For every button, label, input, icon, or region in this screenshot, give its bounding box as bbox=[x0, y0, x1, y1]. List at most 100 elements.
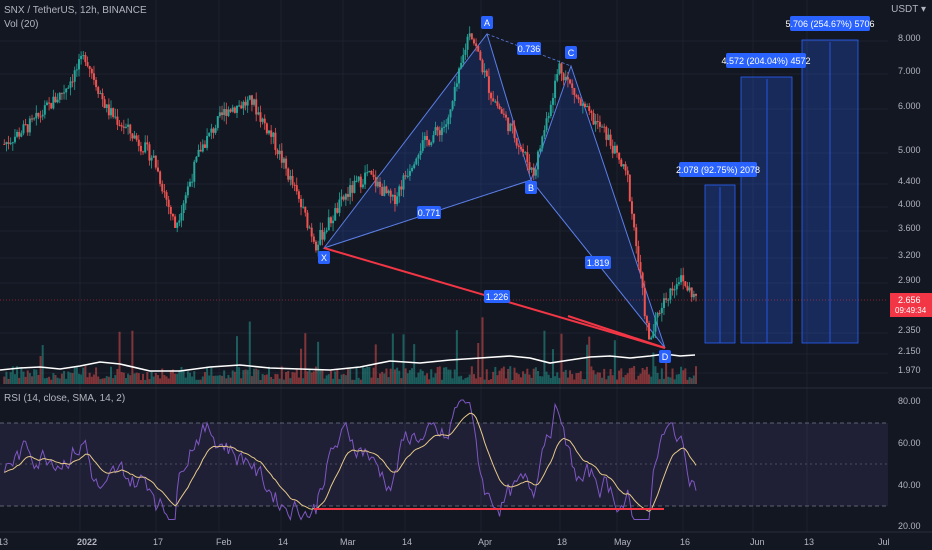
candle-body bbox=[114, 116, 117, 118]
rsi-legend[interactable]: RSI (14, close, SMA, 14, 2) bbox=[4, 393, 126, 404]
candle-body bbox=[327, 217, 330, 231]
volume-bar bbox=[648, 374, 651, 384]
volume-bar bbox=[43, 378, 46, 384]
volume-bar bbox=[67, 371, 70, 384]
candle-body bbox=[332, 220, 335, 224]
candle-body bbox=[374, 176, 377, 187]
volume-bar bbox=[77, 373, 80, 384]
volume-bar bbox=[300, 348, 303, 384]
candle-body bbox=[387, 190, 390, 194]
time-axis[interactable]: 13 2022 17 Feb 14 Mar 14 Apr 18 May 16 J… bbox=[0, 537, 890, 547]
candle-body bbox=[428, 140, 431, 146]
svg-text:Apr: Apr bbox=[478, 537, 492, 547]
candle-body bbox=[443, 126, 446, 128]
candle-body bbox=[406, 175, 409, 177]
candle-body bbox=[152, 155, 155, 158]
volume-bar bbox=[468, 374, 471, 384]
volume-bar bbox=[118, 331, 121, 384]
volume-bar bbox=[233, 371, 236, 384]
volume-bar bbox=[376, 377, 379, 384]
volume-bar bbox=[191, 376, 194, 384]
volume-bar bbox=[169, 370, 172, 384]
svg-text:13: 13 bbox=[804, 537, 814, 547]
volume-bar bbox=[291, 372, 294, 384]
candle-body bbox=[633, 213, 636, 228]
symbol-legend[interactable]: SNX / TetherUS, 12h, BINANCE bbox=[4, 5, 147, 16]
candle-body bbox=[302, 206, 305, 208]
candle-body bbox=[310, 227, 313, 237]
harmonic-pattern[interactable] bbox=[322, 32, 666, 349]
volume-bar bbox=[84, 366, 87, 384]
volume-bar bbox=[677, 374, 680, 384]
volume-bar bbox=[479, 377, 482, 384]
volume-bar bbox=[329, 370, 332, 384]
price-tick: 7.000 bbox=[898, 66, 921, 76]
volume-bar bbox=[39, 356, 42, 384]
price-tick: 3.600 bbox=[898, 223, 921, 233]
volume-bar bbox=[135, 372, 138, 384]
volume-bar bbox=[310, 372, 313, 384]
volume-bar bbox=[223, 370, 226, 384]
volume-bar bbox=[60, 373, 63, 384]
volume-bar bbox=[690, 378, 693, 384]
candle-body bbox=[400, 186, 403, 190]
svg-text:Feb: Feb bbox=[216, 537, 232, 547]
volume-bar bbox=[528, 374, 531, 384]
volume-bar bbox=[400, 378, 403, 384]
volume-bar bbox=[139, 379, 142, 384]
volume-bar bbox=[244, 369, 247, 384]
candle-body bbox=[509, 123, 512, 132]
volume-bar bbox=[280, 366, 283, 384]
volume-bar bbox=[63, 371, 66, 384]
candle-body bbox=[492, 98, 495, 102]
volume-bar bbox=[340, 374, 343, 384]
candle-body bbox=[3, 143, 6, 145]
candle-body bbox=[186, 186, 189, 196]
svg-text:40.00: 40.00 bbox=[898, 480, 921, 490]
volume-bar bbox=[477, 342, 480, 384]
volume-bar bbox=[92, 374, 95, 384]
volume-bar bbox=[75, 367, 78, 384]
candle-body bbox=[372, 174, 375, 177]
volume-bar bbox=[547, 374, 550, 384]
candle-body bbox=[139, 145, 142, 152]
volume-bar bbox=[522, 371, 525, 384]
candle-body bbox=[95, 79, 98, 88]
candle-body bbox=[616, 145, 619, 153]
candle-body bbox=[573, 88, 576, 96]
candle-body bbox=[120, 125, 123, 127]
price-tick: 6.000 bbox=[898, 101, 921, 111]
candle-body bbox=[490, 92, 493, 99]
volume-bar bbox=[558, 377, 561, 384]
volume-bar bbox=[658, 379, 661, 384]
volume-legend[interactable]: Vol (20) bbox=[4, 19, 39, 30]
candle-body bbox=[225, 109, 228, 116]
candle-body bbox=[648, 322, 651, 340]
volume-bar bbox=[549, 377, 552, 384]
candle-body bbox=[142, 151, 145, 153]
candle-body bbox=[212, 128, 215, 133]
target-box-2[interactable] bbox=[740, 76, 793, 344]
candle-body bbox=[411, 168, 414, 171]
candle-body bbox=[462, 54, 465, 63]
volume-bar bbox=[396, 367, 399, 384]
volume-bar bbox=[534, 367, 537, 384]
candle-body bbox=[534, 169, 537, 176]
candle-body bbox=[359, 176, 362, 188]
volume-bar bbox=[519, 377, 522, 384]
candle-body bbox=[159, 171, 162, 184]
volume-bar bbox=[178, 370, 181, 384]
volume-bar bbox=[652, 352, 655, 384]
volume-bar bbox=[221, 375, 224, 384]
volume-bar bbox=[569, 370, 572, 384]
volume-bar bbox=[434, 373, 437, 384]
candle-body bbox=[347, 194, 349, 197]
candle-body bbox=[118, 124, 121, 126]
volume-bar bbox=[214, 375, 217, 384]
volume-bar bbox=[571, 374, 574, 384]
candle-body bbox=[16, 131, 19, 137]
candle-body bbox=[184, 195, 187, 204]
volume-bar bbox=[590, 366, 593, 384]
price-axis[interactable]: 8.000 7.000 6.000 5.000 4.400 4.000 3.60… bbox=[890, 33, 932, 375]
